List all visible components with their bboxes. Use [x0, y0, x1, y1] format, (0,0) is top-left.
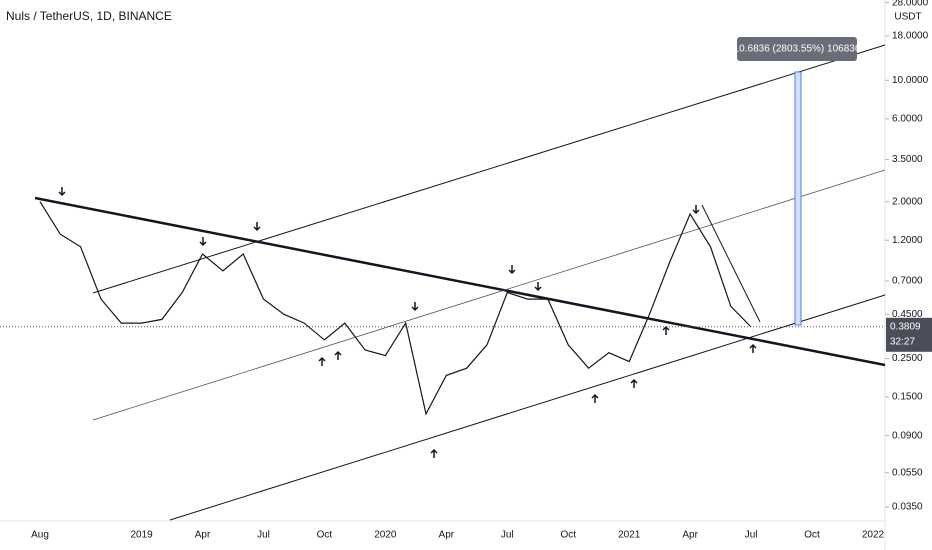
x-tick-label: 2019 — [130, 530, 153, 541]
x-tick-label: 2021 — [618, 530, 641, 541]
channel-line — [92, 44, 886, 294]
down-arrow — [199, 237, 207, 247]
down-arrow — [58, 187, 66, 197]
y-tick-label: 0.2500 — [892, 353, 923, 364]
measure-label: 10.6836 (2803.55%) 106836 — [734, 44, 861, 55]
y-tick-label: 28.0000 — [892, 0, 929, 8]
y-tick-label: 1.2000 — [892, 235, 923, 246]
x-tick-label: Apr — [682, 530, 698, 541]
y-tick-label: 0.7000 — [892, 276, 923, 287]
x-tick-label: Jul — [501, 530, 514, 541]
price-box — [886, 317, 932, 352]
x-tick-label: Oct — [317, 530, 333, 541]
chart-title: Nuls / TetherUS, 1D, BINANCE — [6, 9, 172, 23]
y-tick-label: 18.0000 — [892, 31, 929, 42]
up-arrow — [334, 350, 342, 360]
x-tick-label: Aug — [31, 530, 49, 541]
down-arrow — [508, 265, 516, 275]
y-tick-label: 10.0000 — [892, 75, 929, 86]
arrows — [58, 187, 757, 458]
y-tick-label: 0.0550 — [892, 467, 923, 478]
y-unit: USDT — [894, 12, 921, 23]
y-tick-label: 0.1500 — [892, 392, 923, 403]
countdown: 32:27 — [890, 336, 915, 347]
x-tick-label: 2020 — [374, 530, 397, 541]
last-price-label: 0.3809 — [890, 321, 921, 332]
y-tick-label: 2.0000 — [892, 196, 923, 207]
up-arrow — [591, 393, 599, 403]
x-tick-label: Oct — [804, 530, 820, 541]
up-arrow — [318, 356, 326, 366]
y-tick-label: 0.4500 — [892, 309, 923, 320]
channel-line — [92, 169, 886, 421]
drawings — [34, 44, 886, 521]
x-tick-label: Oct — [560, 530, 576, 541]
up-arrow — [430, 448, 438, 458]
up-arrow — [630, 378, 638, 388]
down-arrow — [253, 222, 261, 232]
x-tick-label: Jul — [257, 530, 270, 541]
trend-line — [701, 204, 761, 323]
y-tick-label: 0.0900 — [892, 430, 923, 441]
down-arrow — [411, 302, 419, 312]
x-tick-label: Apr — [439, 530, 455, 541]
y-tick-label: 0.0350 — [892, 501, 923, 512]
down-arrow — [692, 205, 700, 215]
down-arrow — [534, 282, 542, 292]
measure-range — [794, 71, 802, 326]
x-tick-label: 2022 — [862, 530, 885, 541]
channel-line — [169, 294, 886, 521]
measure-box — [737, 37, 857, 61]
trend-line — [34, 196, 886, 367]
x-tick-label: Apr — [195, 530, 211, 541]
price-line — [39, 201, 752, 416]
x-tick-label: Jul — [745, 530, 758, 541]
y-tick-label: 6.0000 — [892, 113, 923, 124]
up-arrow — [749, 343, 757, 353]
y-tick-label: 3.5000 — [892, 154, 923, 165]
